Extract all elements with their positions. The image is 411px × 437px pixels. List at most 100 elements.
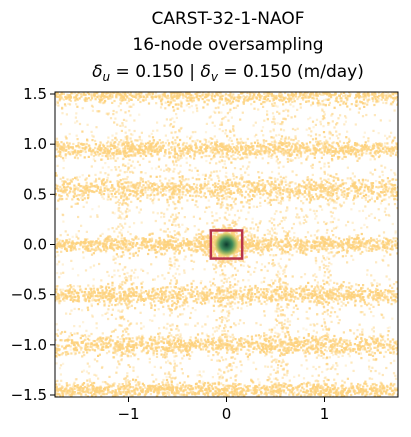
scatter-point — [388, 147, 391, 150]
scatter-point — [143, 303, 146, 306]
scatter-point — [149, 92, 152, 94]
scatter-point — [343, 92, 346, 94]
scatter-point — [188, 148, 191, 151]
scatter-point — [216, 140, 219, 144]
scatter-point — [259, 294, 262, 297]
scatter-point — [377, 100, 380, 103]
scatter-point — [195, 94, 198, 97]
scatter-point — [182, 96, 185, 99]
scatter-point — [249, 153, 252, 156]
scatter-point — [380, 185, 383, 188]
scatter-point — [109, 180, 112, 183]
scatter-point — [72, 142, 75, 146]
scatter-point — [230, 155, 233, 158]
scatter-point — [385, 186, 388, 189]
scatter-point — [59, 152, 62, 155]
scatter-point — [348, 94, 351, 97]
scatter-point — [252, 145, 255, 148]
scatter-point — [194, 288, 197, 291]
scatter-point — [395, 142, 398, 145]
scatter-point — [344, 102, 348, 105]
scatter-point — [84, 298, 88, 301]
scatter-point — [361, 196, 364, 199]
scatter-point — [391, 101, 394, 104]
scatter-point — [62, 148, 66, 151]
scatter-point — [257, 189, 260, 192]
scatter-point — [56, 250, 59, 254]
scatter-point — [103, 294, 107, 297]
scatter-point — [240, 176, 243, 179]
scatter-point — [159, 246, 162, 249]
scatter-point — [86, 139, 89, 142]
scatter-point — [320, 186, 323, 189]
scatter-point — [307, 100, 310, 103]
scatter-point — [325, 98, 328, 101]
scatter-point — [178, 149, 181, 152]
scatter-point — [308, 288, 311, 291]
scatter-point — [350, 103, 353, 106]
scatter-point — [350, 237, 353, 240]
scatter-point — [382, 299, 385, 302]
scatter-point — [175, 240, 178, 243]
scatter-point — [291, 295, 294, 298]
scatter-point — [362, 102, 365, 105]
scatter-point — [187, 184, 190, 187]
scatter-point — [139, 181, 142, 184]
scatter-point — [391, 189, 394, 192]
scatter-point — [185, 152, 188, 155]
scatter-point — [376, 292, 379, 295]
scatter-point — [205, 206, 208, 209]
scatter-point — [134, 187, 137, 190]
scatter-point — [82, 147, 85, 150]
scatter-point — [237, 96, 240, 99]
scatter-point — [345, 289, 348, 292]
scatter-point — [369, 289, 372, 292]
scatter-point — [76, 138, 79, 141]
scatter-point — [102, 244, 105, 248]
scatter-point — [128, 292, 131, 296]
scatter-point — [329, 251, 332, 254]
scatter-point — [218, 179, 221, 182]
scatter-point — [150, 247, 153, 250]
scatter-point — [278, 297, 281, 300]
scatter-point — [103, 292, 106, 295]
scatter-point — [298, 191, 301, 195]
scatter-point — [329, 183, 333, 186]
scatter-point — [139, 195, 142, 198]
scatter-point — [264, 95, 267, 98]
scatter-point — [382, 94, 385, 97]
scatter-point — [123, 198, 126, 201]
scatter-point — [265, 293, 269, 296]
scatter-point — [177, 196, 181, 199]
scatter-point — [178, 188, 181, 192]
scatter-point — [193, 96, 196, 99]
scatter-point — [79, 242, 82, 245]
scatter-point — [62, 296, 66, 299]
scatter-point — [210, 195, 213, 198]
scatter-point — [358, 241, 361, 244]
scatter-point — [122, 92, 125, 95]
scatter-point — [120, 247, 123, 250]
scatter-point — [153, 294, 156, 297]
scatter-point — [149, 186, 152, 190]
scatter-point — [261, 179, 264, 182]
scatter-point — [342, 244, 345, 247]
scatter-point — [313, 246, 316, 249]
scatter-point — [245, 296, 248, 299]
scatter-point — [368, 239, 371, 242]
scatter-point — [171, 187, 174, 190]
scatter-point — [96, 187, 99, 190]
scatter-point — [374, 168, 377, 171]
scatter-point — [75, 98, 78, 101]
scatter-point — [60, 96, 63, 99]
scatter-point — [139, 146, 142, 149]
scatter-point — [149, 182, 152, 185]
scatter-point — [344, 94, 347, 97]
scatter-point — [248, 285, 252, 288]
scatter-point — [313, 242, 316, 245]
scatter-point — [305, 142, 308, 145]
scatter-point — [367, 137, 370, 140]
scatter-point — [336, 246, 339, 249]
scatter-point — [388, 182, 391, 185]
scatter-point — [376, 151, 379, 154]
